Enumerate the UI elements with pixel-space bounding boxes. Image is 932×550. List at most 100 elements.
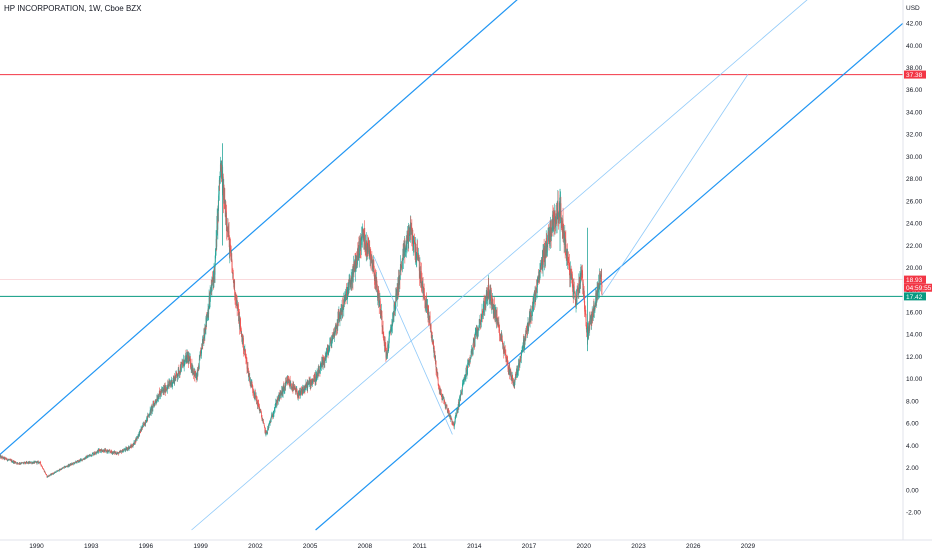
candle-body bbox=[390, 329, 392, 330]
candle-body bbox=[551, 227, 553, 232]
candle-body bbox=[21, 462, 23, 464]
candle-body bbox=[24, 462, 26, 464]
candle-body bbox=[443, 400, 445, 401]
candle-body bbox=[119, 451, 120, 453]
candle-body bbox=[62, 468, 63, 469]
candle-body bbox=[210, 287, 212, 290]
candle-body bbox=[415, 253, 417, 259]
candle-body bbox=[421, 281, 423, 286]
candle-body bbox=[83, 459, 84, 460]
candle-body bbox=[32, 462, 34, 464]
candle-body bbox=[175, 372, 177, 376]
candle-body bbox=[336, 324, 338, 329]
candle-body bbox=[351, 275, 353, 285]
candle-body bbox=[442, 396, 444, 398]
candle-body bbox=[113, 451, 115, 454]
candle-body bbox=[496, 318, 497, 322]
price-axis[interactable]: 42.0040.0038.0036.0034.0032.0030.0028.00… bbox=[906, 21, 923, 517]
candle-body bbox=[314, 376, 316, 382]
candle-body bbox=[547, 235, 548, 247]
candle-body bbox=[325, 355, 326, 357]
candle-body bbox=[558, 214, 560, 217]
candle-body bbox=[253, 391, 254, 395]
candle-body bbox=[442, 396, 443, 400]
candle-body bbox=[462, 384, 463, 392]
candle-body bbox=[118, 452, 119, 455]
candle-body bbox=[240, 325, 242, 330]
candle-body bbox=[502, 339, 503, 342]
candle-body bbox=[195, 372, 196, 376]
candle-body bbox=[252, 391, 254, 392]
candle-body bbox=[598, 282, 600, 285]
candle-body bbox=[194, 371, 195, 377]
candle-body bbox=[577, 290, 579, 292]
candle-body bbox=[535, 297, 537, 301]
candle-body bbox=[69, 464, 70, 466]
candle-body bbox=[523, 338, 525, 349]
candle-body bbox=[135, 438, 137, 441]
time-axis[interactable]: 1990 1993 1996 1999 2002 2005 2008 2011 2014 2017… bbox=[29, 543, 755, 550]
candle-body bbox=[399, 274, 400, 285]
candle-body bbox=[483, 300, 485, 302]
candle-body bbox=[278, 394, 280, 400]
candle-body bbox=[411, 229, 413, 243]
candle-body bbox=[359, 241, 361, 249]
candle-body bbox=[34, 461, 35, 464]
candle-body bbox=[3, 457, 5, 459]
y-tick-label: 14.00 bbox=[906, 332, 923, 339]
candle-body bbox=[98, 449, 100, 451]
candle-body bbox=[480, 318, 482, 322]
candle-body bbox=[163, 388, 165, 392]
candle-body bbox=[362, 230, 363, 237]
candle-body bbox=[149, 410, 151, 415]
candle-body bbox=[353, 264, 355, 270]
candle-body bbox=[230, 251, 232, 253]
candle-body bbox=[566, 254, 567, 256]
candle-body bbox=[532, 301, 533, 310]
candle-body bbox=[472, 348, 473, 351]
candle-body bbox=[217, 206, 219, 230]
candle-body bbox=[599, 273, 600, 290]
candle-body bbox=[435, 360, 437, 371]
candle-body bbox=[420, 271, 422, 286]
candle-body bbox=[566, 251, 568, 255]
candle-body bbox=[497, 320, 499, 326]
candle-body bbox=[500, 336, 502, 339]
candle-body bbox=[307, 383, 309, 389]
candle-body bbox=[344, 295, 346, 302]
candle-body bbox=[327, 350, 329, 354]
candle-body bbox=[475, 333, 477, 334]
price-badge bbox=[904, 275, 926, 284]
candle-body bbox=[33, 461, 35, 464]
candle-body bbox=[282, 387, 283, 394]
candle-body bbox=[96, 452, 97, 453]
candle-body bbox=[571, 274, 573, 278]
candle-body bbox=[322, 359, 324, 366]
candle-body bbox=[164, 385, 166, 393]
candle-body bbox=[413, 243, 414, 246]
x-tick-label: 2026 bbox=[686, 543, 701, 550]
candle-body bbox=[133, 441, 135, 444]
candle-body bbox=[17, 463, 19, 464]
candle-body bbox=[467, 361, 469, 363]
candle-body bbox=[373, 272, 375, 280]
candle-body bbox=[261, 411, 262, 416]
candle-body bbox=[257, 402, 258, 406]
level-price-badge bbox=[904, 70, 926, 79]
candle-body bbox=[415, 243, 417, 254]
candle-body bbox=[226, 215, 227, 228]
candle-body bbox=[170, 383, 172, 384]
candle-body bbox=[519, 364, 520, 366]
candle-body bbox=[529, 313, 531, 323]
candle-body bbox=[110, 450, 112, 454]
candle-body bbox=[357, 249, 359, 255]
candle-body bbox=[258, 403, 259, 407]
candle-body bbox=[24, 462, 25, 463]
candle-body bbox=[521, 350, 523, 352]
candle-body bbox=[520, 356, 521, 358]
candle-body bbox=[124, 449, 126, 450]
candle-body bbox=[377, 296, 379, 298]
candle-body bbox=[487, 291, 489, 298]
candle-body bbox=[588, 323, 590, 334]
